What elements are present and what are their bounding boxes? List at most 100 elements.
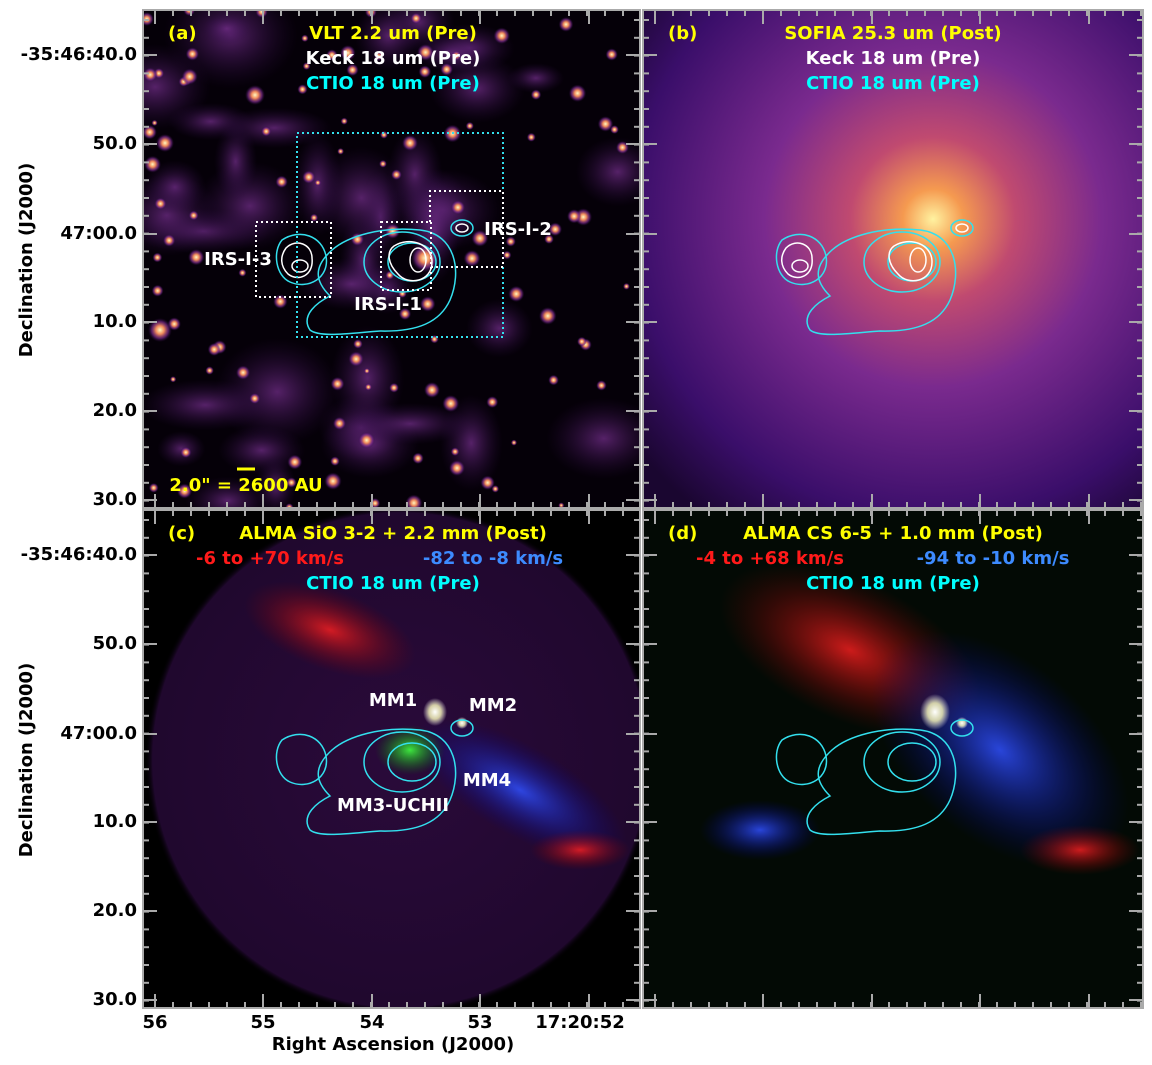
star — [379, 130, 388, 139]
star — [358, 431, 376, 449]
y-axis-label: Declination (J2000) — [16, 163, 37, 358]
star — [596, 380, 607, 391]
star — [350, 232, 365, 246]
panel-frame — [642, 9, 1144, 509]
star — [508, 285, 525, 303]
y-tick-label: 47:00.0 — [60, 723, 137, 744]
star — [526, 132, 536, 142]
star — [615, 140, 630, 155]
star — [480, 475, 495, 490]
y-tick-label: 10.0 — [93, 811, 137, 832]
star — [538, 307, 557, 325]
star — [245, 85, 265, 105]
star — [412, 452, 424, 465]
star — [405, 494, 423, 508]
panel-title: Keck 18 um (Pre) — [306, 48, 481, 69]
star — [249, 392, 261, 404]
panel-title: -82 to -8 km/s — [423, 548, 563, 569]
star — [339, 45, 356, 61]
annotation: MM2 — [469, 695, 517, 716]
star — [385, 270, 395, 280]
star — [384, 223, 401, 239]
star — [605, 48, 618, 61]
star — [152, 252, 163, 263]
star — [162, 234, 176, 247]
haze — [157, 431, 206, 467]
star — [450, 447, 460, 457]
y-tick-label: 47:00.0 — [60, 223, 137, 244]
star — [314, 179, 322, 187]
annotation: 2.0" = 2600 AU — [169, 475, 322, 496]
star — [418, 65, 432, 79]
star — [389, 382, 399, 393]
x-axis-label: Right Ascension (J2000) — [272, 1034, 515, 1055]
star — [558, 17, 574, 32]
haze — [202, 12, 251, 45]
star — [330, 456, 340, 466]
star — [207, 342, 221, 357]
star — [424, 382, 440, 398]
x-tick-label: 54 — [359, 1012, 384, 1033]
star — [151, 284, 164, 297]
y-axis-label: Declination (J2000) — [16, 663, 37, 858]
panel-title: -4 to +68 km/s — [696, 548, 844, 569]
haze — [314, 146, 409, 250]
star — [363, 367, 370, 374]
star — [364, 383, 372, 391]
star — [148, 482, 159, 493]
star — [151, 119, 158, 126]
star — [419, 296, 436, 312]
star — [449, 460, 465, 476]
panel-title: -94 to -10 km/s — [917, 548, 1070, 569]
star — [332, 416, 347, 431]
star — [302, 62, 311, 71]
star — [183, 10, 196, 17]
star — [302, 170, 316, 184]
star — [188, 210, 199, 221]
star — [348, 351, 364, 367]
haze — [507, 63, 565, 94]
star — [610, 125, 619, 134]
y-tick-label: 50.0 — [93, 633, 137, 654]
star — [505, 236, 516, 247]
annotation: MM3-UCHII — [337, 795, 449, 816]
star — [450, 200, 466, 215]
star — [471, 229, 489, 247]
star — [346, 63, 359, 77]
star — [188, 249, 205, 266]
star — [391, 169, 402, 181]
star — [324, 472, 342, 490]
star — [261, 126, 272, 137]
star — [465, 121, 474, 131]
star — [326, 49, 338, 61]
annotation: IRS-I-3 — [204, 249, 272, 270]
star — [176, 483, 193, 499]
star — [502, 250, 512, 260]
panel-letter: (d) — [668, 523, 697, 544]
haze — [143, 44, 211, 130]
star — [530, 89, 542, 100]
star — [548, 374, 559, 386]
star — [275, 175, 288, 189]
star — [143, 124, 157, 140]
panel-frame — [142, 509, 641, 1009]
star — [463, 250, 481, 267]
panel-title: -6 to +70 km/s — [196, 548, 344, 569]
x-tick-label: 56 — [142, 1012, 167, 1033]
y-tick-label: 20.0 — [93, 900, 137, 921]
panel-letter: (a) — [168, 23, 197, 44]
haze — [575, 136, 640, 207]
star — [510, 439, 518, 446]
star — [238, 268, 247, 277]
panel-letter: (c) — [168, 523, 195, 544]
star — [410, 12, 422, 24]
y-tick-label: -35:46:40.0 — [21, 544, 137, 565]
star — [286, 477, 297, 488]
panel-title: CTIO 18 um (Pre) — [306, 573, 480, 594]
y-tick-label: 30.0 — [93, 989, 137, 1010]
star — [169, 376, 177, 383]
star — [451, 50, 462, 61]
panel-title: CTIO 18 um (Pre) — [806, 573, 980, 594]
annotation: MM4 — [463, 770, 511, 791]
